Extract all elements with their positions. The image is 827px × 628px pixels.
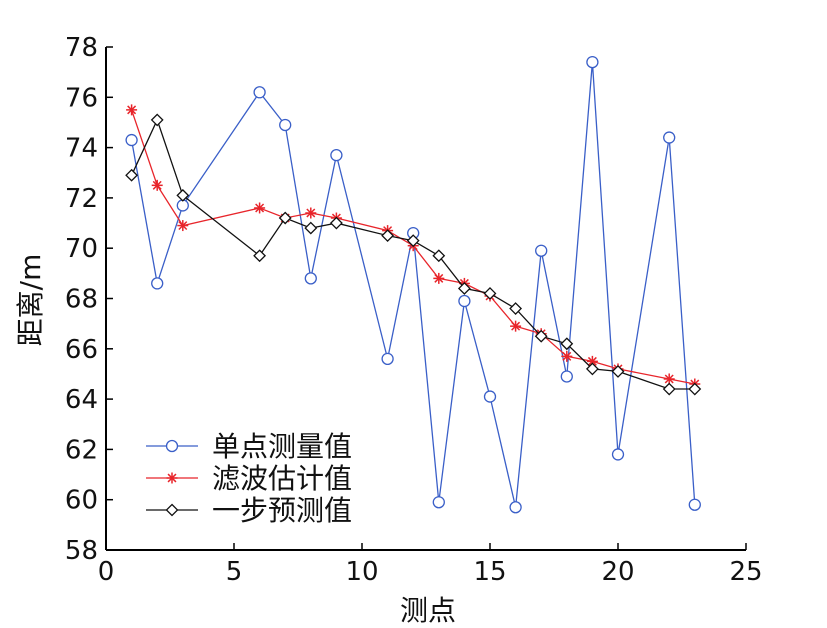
y-tick-label: 72	[65, 184, 98, 214]
y-tick-label: 66	[65, 335, 98, 365]
data-point	[406, 234, 420, 248]
data-point	[611, 365, 625, 378]
data-point	[150, 113, 164, 127]
y-axis-title: 距离/m	[14, 254, 47, 347]
x-tick-label: 10	[345, 557, 378, 587]
data-point	[125, 168, 139, 182]
data-point	[253, 86, 266, 99]
legend-label: 滤波估计值	[212, 462, 352, 495]
series-group	[125, 55, 702, 514]
x-tick-label: 25	[729, 557, 762, 587]
data-point	[585, 362, 599, 376]
series-2	[125, 113, 702, 396]
data-point	[688, 382, 702, 396]
y-tick-label: 78	[65, 33, 98, 63]
data-point	[586, 55, 599, 69]
data-point	[279, 118, 292, 132]
data-point	[432, 249, 446, 263]
legend-marker	[165, 503, 179, 517]
y-tick-label: 68	[65, 285, 98, 315]
data-point	[278, 211, 292, 225]
data-point	[688, 498, 701, 511]
series-line	[131, 118, 695, 390]
data-point	[381, 352, 394, 366]
data-point	[560, 370, 573, 383]
data-point	[151, 277, 164, 290]
data-point	[125, 133, 138, 147]
axes	[105, 46, 747, 551]
y-tick-label: 62	[65, 435, 98, 465]
data-point	[535, 244, 548, 257]
x-tick-label: 15	[473, 557, 506, 587]
data-point	[254, 202, 266, 214]
data-point	[432, 496, 445, 509]
x-axis-title: 测点	[400, 594, 456, 627]
data-point	[151, 179, 163, 191]
legend-label: 单点测量值	[212, 430, 352, 463]
data-point	[330, 148, 343, 162]
data-point	[611, 448, 625, 461]
data-point	[304, 272, 317, 285]
series-0	[125, 55, 701, 514]
x-tick-label: 5	[226, 557, 243, 587]
data-point	[663, 131, 676, 144]
data-point	[662, 382, 676, 396]
data-point	[483, 390, 497, 403]
data-point	[176, 188, 190, 202]
legend-marker	[166, 472, 178, 484]
data-point	[457, 282, 471, 295]
data-point	[510, 320, 522, 332]
data-point	[381, 229, 395, 243]
data-point	[304, 221, 318, 235]
data-point	[433, 272, 445, 284]
data-point	[483, 287, 497, 300]
tick-labels: 0 5 10 15 20 25 58 60 62 64 66 68 70 72 74 76 78	[65, 33, 763, 587]
legend-label: 一步预测值	[212, 494, 352, 527]
data-point	[509, 302, 523, 315]
y-tick-label: 76	[65, 83, 98, 113]
data-point	[253, 249, 267, 263]
data-point	[534, 329, 548, 343]
data-point	[329, 216, 343, 230]
y-tick-label: 74	[65, 134, 98, 164]
x-tick-label: 0	[98, 557, 115, 587]
data-point	[458, 294, 471, 308]
data-point	[509, 501, 522, 514]
legend-marker	[165, 439, 179, 453]
data-point	[305, 207, 317, 219]
data-point	[561, 350, 573, 362]
y-tick-label: 60	[65, 486, 98, 516]
data-point	[126, 104, 138, 116]
data-point	[177, 220, 189, 232]
y-tick-label: 64	[65, 385, 98, 415]
data-point	[560, 337, 574, 351]
y-tick-label: 58	[65, 536, 98, 566]
y-tick-label: 70	[65, 234, 98, 264]
x-tick-label: 20	[601, 557, 634, 587]
